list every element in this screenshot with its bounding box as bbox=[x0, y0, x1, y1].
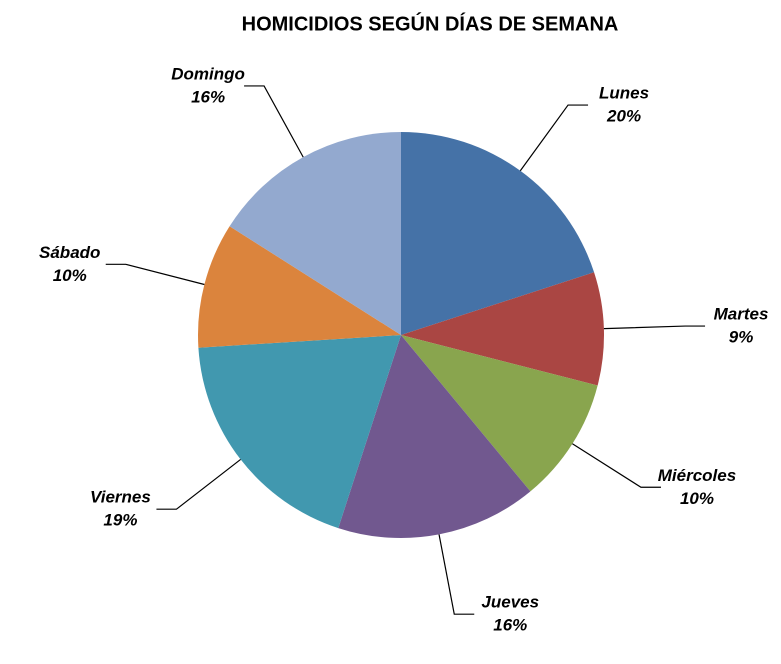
slice-label: Lunes bbox=[599, 84, 649, 103]
slice-label: Miércoles bbox=[658, 466, 736, 485]
slice-value-label: 16% bbox=[493, 616, 527, 635]
pie-slice bbox=[401, 272, 604, 386]
leader-line bbox=[438, 534, 475, 615]
pie-slice bbox=[198, 335, 401, 529]
slice-label: Viernes bbox=[90, 488, 151, 507]
pie-slice bbox=[401, 335, 598, 492]
leader-line bbox=[603, 325, 706, 330]
slice-label: Sábado bbox=[39, 243, 100, 262]
slice-label: Martes bbox=[714, 305, 769, 324]
chart-title: HOMICIDIOS SEGÚN DÍAS DE SEMANA bbox=[242, 11, 619, 35]
pie-slice bbox=[338, 335, 531, 538]
slice-label: Jueves bbox=[481, 593, 539, 612]
slice-value-label: 19% bbox=[103, 511, 137, 530]
leader-line bbox=[105, 263, 205, 286]
pie-slice bbox=[401, 132, 595, 335]
leader-line bbox=[519, 104, 589, 172]
leader-line bbox=[244, 85, 304, 158]
slice-value-label: 9% bbox=[729, 328, 754, 347]
slice-label: Domingo bbox=[171, 64, 245, 83]
slice-value-label: 16% bbox=[191, 87, 225, 106]
slice-value-label: 20% bbox=[606, 107, 641, 126]
slice-value-label: 10% bbox=[680, 489, 714, 508]
leader-line bbox=[572, 443, 661, 488]
slice-value-label: 10% bbox=[53, 266, 87, 285]
pie-slice bbox=[229, 132, 401, 335]
pie-slice bbox=[197, 226, 401, 348]
leader-line bbox=[156, 458, 241, 510]
